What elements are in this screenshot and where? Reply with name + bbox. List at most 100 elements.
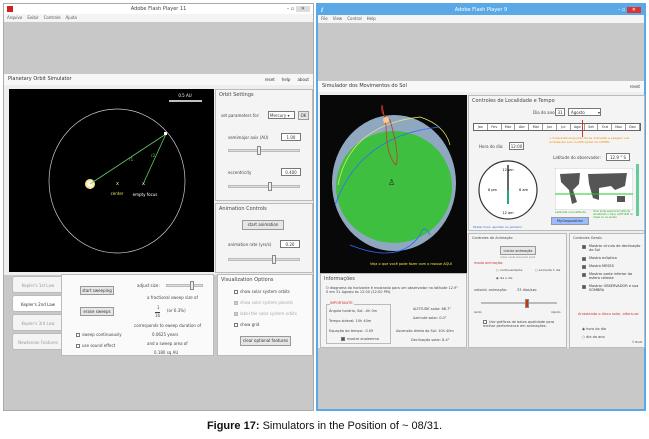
latitude-input[interactable]: 12.9 ° S xyxy=(606,153,630,161)
celestial-sphere-view[interactable]: ♙ Veja o que você pode fazer com o mouse… xyxy=(320,95,467,273)
mode-continuous-radio[interactable]: ○ continuamente xyxy=(496,268,523,272)
credit: © NAAP xyxy=(632,341,643,344)
kepler-2nd-law-panel: start sweeping erase sweeps sweep contin… xyxy=(61,274,214,356)
app-title: Simulador dos Movimentos do Sol xyxy=(322,83,407,89)
start-animation-button[interactable]: start animation xyxy=(242,220,284,230)
latitude-scale[interactable] xyxy=(636,164,639,216)
important-label: IMPORTANTE: xyxy=(330,301,354,305)
map-note: Latitude sua latitude xyxy=(555,210,587,214)
menu-item[interactable]: Controle xyxy=(43,15,61,20)
month-ago[interactable]: Ago xyxy=(571,124,585,130)
slider-thumb[interactable] xyxy=(267,182,272,191)
menu-item[interactable]: Ajuda xyxy=(65,15,77,20)
planet-select[interactable]: Mercury ▾ xyxy=(268,111,295,119)
erase-sweeps-button[interactable]: erase sweeps xyxy=(80,307,114,316)
mouse-help-note: Veja o que você pode fazer com o mouse A… xyxy=(370,262,452,266)
svg-text:12 am: 12 am xyxy=(502,211,514,215)
vis-option-label-orbits: label the solar system orbits xyxy=(234,311,297,316)
24h-clock[interactable]: 12 pm 6 pm 6 am 12 am xyxy=(477,156,539,224)
solar-altitude: ALTITUDE solar: 68.7° xyxy=(413,307,452,311)
rate-slider[interactable] xyxy=(228,255,300,264)
month-jan[interactable]: Jan xyxy=(474,124,488,130)
month-mai[interactable]: Mai xyxy=(529,124,544,130)
general-option-checkbox[interactable]: Mostrar OBSERVADOR e sua SOMBRA xyxy=(582,284,644,292)
menu-bar: File View Control Help xyxy=(318,15,644,23)
menu-item[interactable]: Control xyxy=(347,16,362,21)
tab-newtonian-features[interactable]: Newtonian Features xyxy=(12,333,64,350)
month-out[interactable]: Out xyxy=(598,124,613,130)
locality-note: + Crescente enquanto horas dobradas e ap… xyxy=(549,136,630,144)
day-input[interactable]: 31 xyxy=(555,108,565,116)
r1-label: r1 xyxy=(129,157,134,162)
right-flash-window: ℓ Adobe Flash Player 9 – ▫ ✕ File View Con… xyxy=(316,3,646,411)
slider-thumb[interactable] xyxy=(257,146,261,155)
mode-day-by-day-radio[interactable]: ◉ dia a dia xyxy=(496,276,513,280)
about-link[interactable]: about xyxy=(297,77,309,82)
reset-link[interactable]: reset xyxy=(629,84,640,89)
sweep-continuously-checkbox[interactable]: sweep continuously xyxy=(76,332,122,337)
slider-thumb[interactable] xyxy=(524,299,529,308)
month-abr[interactable]: Abr xyxy=(515,124,530,130)
month-nov[interactable]: Nov xyxy=(612,124,627,130)
semimajor-slider[interactable] xyxy=(228,146,300,155)
month-select[interactable]: Agosto ▾ xyxy=(568,108,601,116)
speed-slider[interactable] xyxy=(481,299,557,308)
my-geoposition-button[interactable]: MyGeoposition xyxy=(551,217,589,225)
eccentricity-slider[interactable] xyxy=(228,182,300,191)
month-mar[interactable]: Mar xyxy=(502,124,516,130)
menu-item[interactable]: Exibir xyxy=(27,15,39,20)
ecliptic-line xyxy=(337,116,451,186)
drag-hour-radio[interactable]: ◉ hora do dia xyxy=(582,327,607,331)
eccentricity-input[interactable]: 0.400 xyxy=(281,168,301,176)
window-controls[interactable]: – ▫ ✕ xyxy=(618,5,641,15)
fraction-denominator: 16 xyxy=(155,312,161,318)
start-animation-button[interactable]: Iniciar animação xyxy=(500,246,536,255)
clear-optional-features-button[interactable]: clear optional features xyxy=(240,336,291,346)
start-sweeping-button[interactable]: start sweeping xyxy=(80,286,114,295)
sweep-size-slider[interactable] xyxy=(166,281,203,290)
reset-link[interactable]: reset xyxy=(264,77,275,82)
month-jul[interactable]: Jul xyxy=(557,124,571,130)
window-controls[interactable]: – ▫ ✕ xyxy=(287,4,310,14)
fraction-numerator: 1 xyxy=(157,305,160,310)
vis-option-planets: show solar system planets xyxy=(234,300,293,305)
vis-option-grid[interactable]: show grid xyxy=(234,322,259,327)
slider-thumb[interactable] xyxy=(272,255,277,264)
month-set[interactable]: Set xyxy=(585,124,599,130)
drag-day-radio[interactable]: ○ dia do ano xyxy=(582,335,605,339)
hour-input[interactable]: 12:00 xyxy=(509,142,524,150)
menu-item[interactable]: Arquivo xyxy=(7,15,23,20)
slider-thumb[interactable] xyxy=(189,281,194,290)
tab-keplers-3rd-law[interactable]: Kepler's 3rd Law xyxy=(12,314,64,331)
general-option-checkbox[interactable]: Mostrar círculo de declinação do Sol xyxy=(582,244,644,252)
empty-focus-label: empty focus xyxy=(133,192,158,197)
tab-keplers-2nd-law[interactable]: Kepler's 2nd Law xyxy=(12,295,64,312)
orbit-canvas[interactable]: 0.5 AU r1 r2 x center x empty focus xyxy=(9,89,214,272)
menu-item[interactable]: View xyxy=(332,16,343,21)
use-sound-checkbox[interactable]: use sound effect xyxy=(76,343,115,348)
help-link[interactable]: help xyxy=(281,77,291,82)
general-option-checkbox[interactable]: Mostra MESES xyxy=(582,264,644,269)
semimajor-input[interactable]: 1.00 xyxy=(281,133,301,141)
mode-one-day-checkbox[interactable]: ▢ somente 1 dia xyxy=(535,268,561,272)
declination-circle xyxy=(334,126,441,206)
month-fev[interactable]: Fev xyxy=(488,124,502,130)
general-option-checkbox[interactable]: Mostrar parte inferior da esfera celeste xyxy=(582,272,644,280)
menu-item[interactable]: Help xyxy=(366,16,376,21)
month-dez[interactable]: Dez xyxy=(626,124,640,130)
show-analemma-checkbox[interactable]: mostre analemma xyxy=(341,337,379,341)
rate-input[interactable]: 0.20 xyxy=(280,240,300,248)
ok-button[interactable]: OK xyxy=(298,111,309,120)
general-option-checkbox[interactable]: Mostra eclíptica xyxy=(582,256,644,261)
locality-time-panel: Controles de Localidade e Tempo Dia do a… xyxy=(468,95,645,231)
low-graphics-checkbox[interactable]: Use gráficos de baixa qualidade para mel… xyxy=(483,320,555,328)
area-text: and a sweep area of xyxy=(147,341,188,346)
tab-keplers-1st-law[interactable]: Kepler's 1st Law xyxy=(12,276,64,293)
vis-option-orbits[interactable]: show solar system orbits xyxy=(234,289,290,294)
world-map[interactable] xyxy=(555,168,633,210)
month-jun[interactable]: Jun xyxy=(543,124,557,130)
menu-item[interactable]: File xyxy=(321,16,328,21)
panel-title: Controles Gerais xyxy=(573,236,602,240)
horizon-plane xyxy=(336,131,452,243)
month-strip[interactable]: Jan Fev Mar Abr Mai Jun Jul Ago Set Out Nov Dez xyxy=(473,123,641,131)
